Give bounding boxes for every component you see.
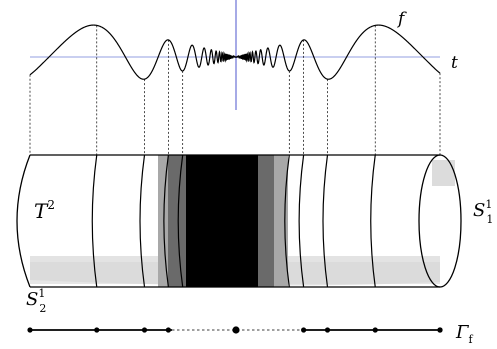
level-ring <box>322 154 329 288</box>
torus-cylinder: T2 S1 1 S1 2 <box>16 154 493 315</box>
s2-label: S1 2 <box>26 287 46 315</box>
level-ring <box>370 154 376 288</box>
graph-vertex <box>301 327 307 333</box>
graph-vertices <box>27 326 443 334</box>
band-black <box>186 155 258 287</box>
torus-label: T2 <box>34 198 55 223</box>
graph-vertex <box>372 327 378 333</box>
level-ring <box>177 154 184 288</box>
graph-vertex <box>141 327 148 333</box>
band-dark-right <box>254 155 274 287</box>
cylinder-left-end <box>16 154 31 288</box>
graph-vertex <box>324 327 331 333</box>
gamma-label: Γf <box>455 322 474 346</box>
reeb-graph: Γf <box>27 322 474 346</box>
level-ring <box>163 154 169 288</box>
level-set-rings <box>91 154 376 288</box>
s1-label: S1 1 <box>473 198 493 226</box>
graph-vertex <box>437 327 443 333</box>
critical-point-projections <box>29 25 441 155</box>
level-ring <box>298 154 305 288</box>
level-ring <box>284 154 290 288</box>
t-label: t <box>451 53 458 73</box>
level-ring <box>139 154 146 288</box>
function-plot: f t <box>29 0 458 155</box>
graph-vertex <box>165 327 171 333</box>
f-curve <box>29 24 441 80</box>
f-label: f <box>396 9 407 29</box>
graph-vertex <box>94 327 100 333</box>
band-dark-left <box>168 155 190 287</box>
graph-vertex <box>27 327 33 333</box>
cylinder-right-end <box>418 154 462 288</box>
graph-vertex <box>232 326 240 334</box>
shading <box>30 155 455 287</box>
level-ring <box>91 154 98 288</box>
